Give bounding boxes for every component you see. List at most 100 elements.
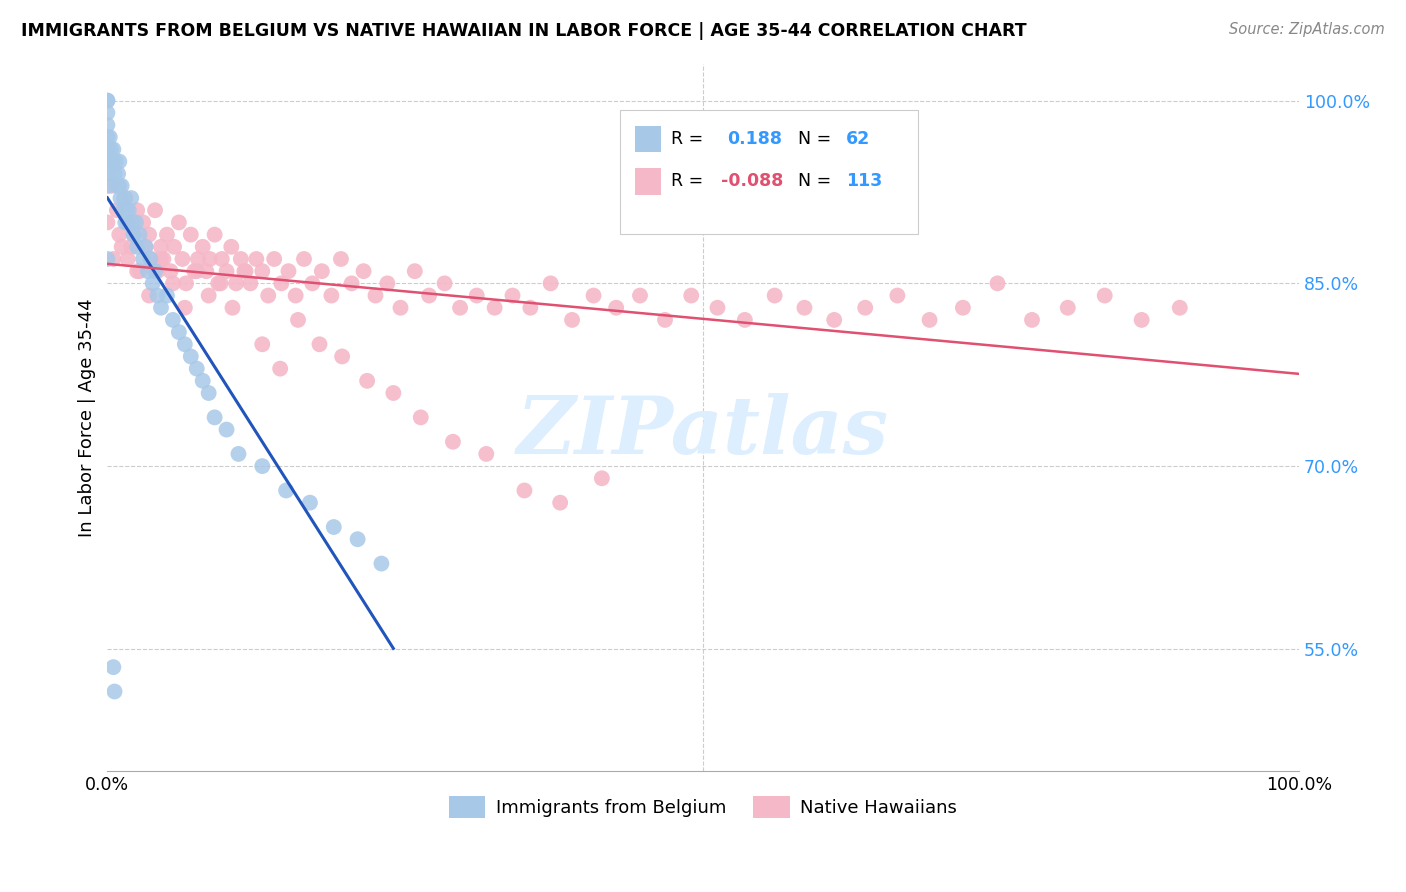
Point [441, 434, 464, 449]
Text: N =: N = [799, 171, 832, 190]
Point [418, 288, 440, 302]
Point [605, 301, 627, 315]
Y-axis label: In Labor Force | Age 35-44: In Labor Force | Age 35-44 [79, 298, 96, 537]
Point [484, 301, 506, 315]
Point [197, 288, 219, 302]
Point [96, 167, 118, 181]
Point [191, 240, 214, 254]
Point [96, 130, 118, 145]
Point [263, 252, 285, 266]
Point [513, 483, 536, 498]
Point [112, 191, 135, 205]
Point [382, 386, 405, 401]
Point [853, 301, 876, 315]
Point [215, 423, 238, 437]
Point [340, 277, 363, 291]
Point [823, 313, 845, 327]
Point [105, 178, 128, 193]
Point [167, 215, 190, 229]
Point [628, 288, 651, 302]
Point [96, 252, 118, 266]
Point [918, 313, 941, 327]
Point [311, 264, 333, 278]
Point [138, 227, 160, 242]
Point [204, 227, 226, 242]
Point [127, 203, 149, 218]
Point [173, 301, 195, 315]
FancyBboxPatch shape [636, 126, 661, 153]
Point [152, 252, 174, 266]
Point [120, 240, 142, 254]
Point [101, 154, 124, 169]
Point [100, 142, 122, 156]
Point [117, 215, 139, 229]
Point [108, 227, 131, 242]
Point [138, 288, 160, 302]
Point [245, 252, 267, 266]
Point [519, 301, 541, 315]
Point [136, 264, 159, 278]
Point [370, 557, 392, 571]
Point [198, 252, 221, 266]
Point [120, 191, 142, 205]
Point [229, 252, 252, 266]
Point [233, 264, 256, 278]
Point [150, 301, 173, 315]
Legend: Immigrants from Belgium, Native Hawaiians: Immigrants from Belgium, Native Hawaiian… [441, 789, 965, 825]
Point [548, 496, 571, 510]
Point [886, 288, 908, 302]
Point [734, 313, 756, 327]
Point [96, 105, 118, 120]
Point [465, 288, 488, 302]
Point [118, 215, 141, 229]
Text: Source: ZipAtlas.com: Source: ZipAtlas.com [1229, 22, 1385, 37]
Point [502, 288, 524, 302]
Point [103, 252, 125, 266]
Point [125, 215, 148, 229]
Point [252, 337, 274, 351]
Text: R =: R = [671, 130, 703, 148]
Point [132, 215, 155, 229]
Point [433, 277, 456, 291]
Point [117, 252, 139, 266]
Point [163, 240, 186, 254]
Point [389, 301, 412, 315]
Point [96, 215, 118, 229]
Point [114, 191, 136, 205]
Point [115, 203, 138, 218]
Point [110, 191, 132, 205]
Point [330, 350, 353, 364]
Point [186, 361, 208, 376]
Point [308, 337, 330, 351]
Point [274, 483, 297, 498]
Point [582, 288, 605, 302]
Point [139, 252, 162, 266]
Point [364, 288, 387, 302]
Point [96, 142, 118, 156]
Point [1130, 313, 1153, 327]
Point [221, 301, 243, 315]
Point [174, 277, 197, 291]
Point [404, 264, 426, 278]
Point [187, 252, 209, 266]
Point [221, 240, 243, 254]
Point [270, 277, 292, 291]
Point [122, 227, 145, 242]
Point [180, 227, 202, 242]
Text: R =: R = [671, 171, 703, 190]
Point [103, 660, 125, 674]
Point [654, 313, 676, 327]
Point [986, 277, 1008, 291]
Point [377, 277, 399, 291]
Point [127, 264, 149, 278]
Point [96, 94, 118, 108]
Text: 0.188: 0.188 [727, 130, 782, 148]
Point [284, 288, 307, 302]
Point [239, 277, 262, 291]
Point [321, 288, 343, 302]
Point [269, 361, 291, 376]
Point [141, 252, 163, 266]
Point [1056, 301, 1078, 315]
Point [197, 386, 219, 401]
Point [793, 301, 815, 315]
